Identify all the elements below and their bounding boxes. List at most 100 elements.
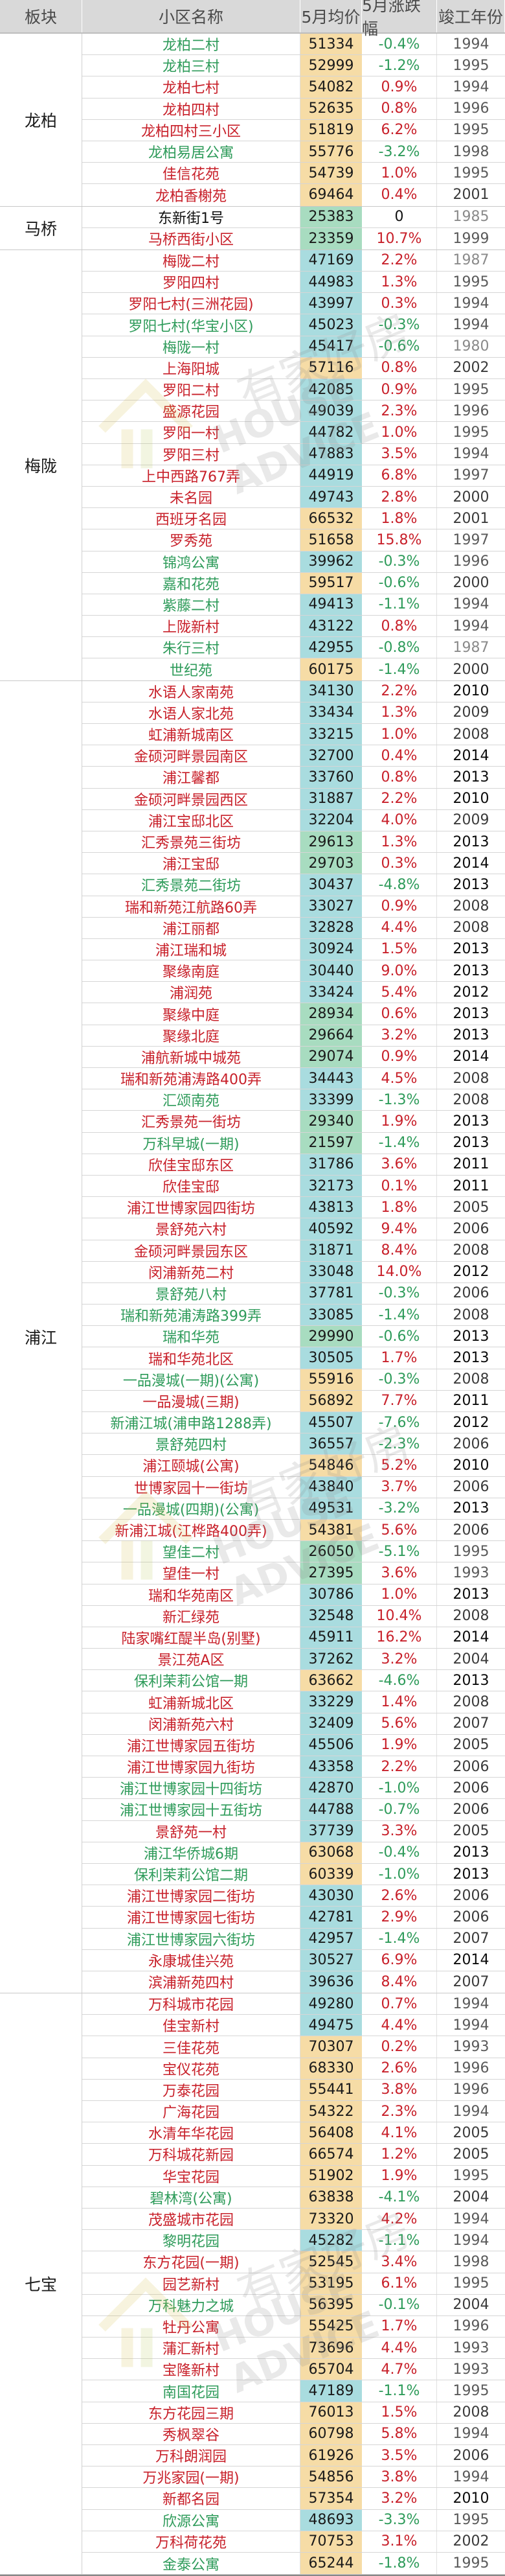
community-name: 广海花园 [82, 2101, 300, 2122]
completion-year: 2002 [453, 2533, 489, 2550]
avg-price: 42781 [300, 1907, 362, 1928]
table-row: 聚缘中庭 28934 0.6% 2013 [82, 1003, 505, 1025]
completion-year: 1994 [453, 317, 489, 334]
community-name: 新浦江城(浦申路1288弄) [82, 1412, 300, 1433]
price-change: 4.7% [362, 2359, 437, 2380]
table-row: 一品漫城(三期) 56892 7.7% 2011 [82, 1390, 505, 1412]
price-change: -1.4% [362, 1132, 437, 1154]
community-name: 万科城市花园 [82, 1993, 300, 2015]
district-section: 浦江 水语人家南苑 34130 2.2% 2010 水语人家北苑 33434 1.3% 2009… [0, 680, 505, 1994]
table-row: 浦江世博家园六街坊 42957 -1.4% 2007 [82, 1928, 505, 1950]
price-change: 3.6% [362, 1154, 437, 1175]
price-change: -3.3% [362, 2509, 437, 2531]
price-change: 0.8% [362, 357, 437, 378]
price-change: -0.6% [362, 1326, 437, 1347]
avg-price: 39636 [300, 1971, 362, 1993]
price-change: -0.3% [362, 1369, 437, 1390]
table-row: 龙柏香榭苑 69464 0.4% 2001 [82, 184, 505, 206]
community-name: 新浦江城(江桦路400弄) [82, 1519, 300, 1541]
community-name: 蒲汇新村 [82, 2338, 300, 2359]
table-row: 欣佳宝邸东区 31786 3.6% 2011 [82, 1154, 505, 1176]
completion-year: 1994 [453, 36, 489, 52]
avg-price: 32409 [300, 1713, 362, 1734]
avg-price: 43813 [300, 1197, 362, 1218]
completion-year: 2014 [453, 1629, 489, 1646]
price-change: -0.4% [362, 1842, 437, 1863]
community-name: 金泰公寓 [82, 2552, 300, 2575]
avg-price: 66574 [300, 2144, 362, 2165]
table-row: 嘉和花苑 59517 -0.6% 2000 [82, 572, 505, 594]
table-row: 浦江世博家园十四街坊 42870 -1.0% 2006 [82, 1778, 505, 1800]
price-change: -4.8% [362, 874, 437, 896]
avg-price: 29990 [300, 1326, 362, 1347]
table-row: 万科城市花园 49280 0.7% 1994 [82, 1993, 505, 2015]
completion-year: 2006 [453, 1758, 489, 1775]
table-row: 汇秀景苑三街坊 29613 1.3% 2013 [82, 831, 505, 853]
community-name: 欣佳宝邸东区 [82, 1154, 300, 1175]
avg-price: 57354 [300, 2488, 362, 2509]
avg-price: 30924 [300, 938, 362, 960]
price-change: 1.4% [362, 1691, 437, 1713]
completion-year: 2007 [453, 1973, 489, 1990]
completion-year: 2013 [453, 1866, 489, 1883]
completion-year: 1997 [453, 531, 489, 548]
avg-price: 70307 [300, 2036, 362, 2058]
price-change: 1.0% [362, 422, 437, 443]
price-change: 6.2% [362, 119, 437, 141]
table-row: 浦江宝邸 29703 0.3% 2014 [82, 853, 505, 875]
community-name: 望佳二村 [82, 1541, 300, 1562]
avg-price: 32700 [300, 745, 362, 767]
price-change: 1.0% [362, 724, 437, 745]
table-row: 浦航新城中城苑 29074 0.9% 2014 [82, 1046, 505, 1068]
price-change: 2.3% [362, 2101, 437, 2122]
table-row: 上海阳城 57116 0.8% 2002 [82, 357, 505, 379]
avg-price: 23359 [300, 227, 362, 249]
completion-year: 2012 [453, 1414, 489, 1431]
completion-year: 2014 [453, 1952, 489, 1969]
community-name: 浦润苑 [82, 982, 300, 1003]
price-change: 0.3% [362, 293, 437, 314]
avg-price: 27395 [300, 1562, 362, 1584]
community-name: 罗阳七村(三洲花园) [82, 293, 300, 314]
community-name: 锦鸿公寓 [82, 551, 300, 572]
completion-year: 2006 [453, 1780, 489, 1796]
completion-year: 2008 [453, 920, 489, 936]
completion-year: 1998 [453, 2253, 489, 2270]
avg-price: 55441 [300, 2079, 362, 2100]
table-row: 牡丹公寓 55425 1.7% 1996 [82, 2315, 505, 2338]
avg-price: 31887 [300, 788, 362, 809]
table-row: 上中西路767弄 44919 6.8% 1997 [82, 465, 505, 487]
avg-price: 31871 [300, 1240, 362, 1261]
avg-price: 26050 [300, 1541, 362, 1562]
header-completion-year: 竣工年份 [437, 0, 505, 32]
completion-year: 1995 [453, 1543, 489, 1560]
community-name: 万科荷花苑 [82, 2531, 300, 2552]
table-row: 汇秀景苑二街坊 30437 -4.8% 2013 [82, 874, 505, 896]
avg-price: 44788 [300, 1799, 362, 1820]
price-change: 0.8% [362, 616, 437, 637]
table-row: 聚缘南庭 30440 9.0% 2013 [82, 960, 505, 982]
completion-year: 2013 [453, 1328, 489, 1345]
community-name: 碧林湾(公寓) [82, 2187, 300, 2208]
table-row: 茂盛城市花园 73320 4.2% 1994 [82, 2208, 505, 2231]
price-change: -1.0% [362, 1778, 437, 1799]
community-name: 一品漫城(三期) [82, 1390, 300, 1411]
completion-year: 2013 [453, 833, 489, 850]
table-row: 三佳花苑 70307 0.2% 1993 [82, 2036, 505, 2058]
avg-price: 42085 [300, 379, 362, 400]
price-change: 3.6% [362, 1562, 437, 1584]
avg-price: 43840 [300, 1476, 362, 1498]
table-row: 罗阳二村 42085 0.9% 1995 [82, 379, 505, 401]
avg-price: 55425 [300, 2315, 362, 2338]
community-name: 万泰花园 [82, 2079, 300, 2100]
completion-year: 1994 [453, 2017, 489, 2034]
price-change: 5.4% [362, 982, 437, 1003]
completion-year: 1987 [453, 252, 489, 269]
table-row: 宝隆新村 65704 4.7% 1993 [82, 2359, 505, 2381]
avg-price: 42955 [300, 637, 362, 658]
avg-price: 34130 [300, 680, 362, 702]
community-name: 闵浦新苑六村 [82, 1713, 300, 1734]
table-row: 龙柏四村三小区 51819 6.2% 1995 [82, 119, 505, 141]
price-change: 0.3% [362, 853, 437, 874]
table-row: 欣佳宝邸 32173 0.1% 2011 [82, 1175, 505, 1198]
